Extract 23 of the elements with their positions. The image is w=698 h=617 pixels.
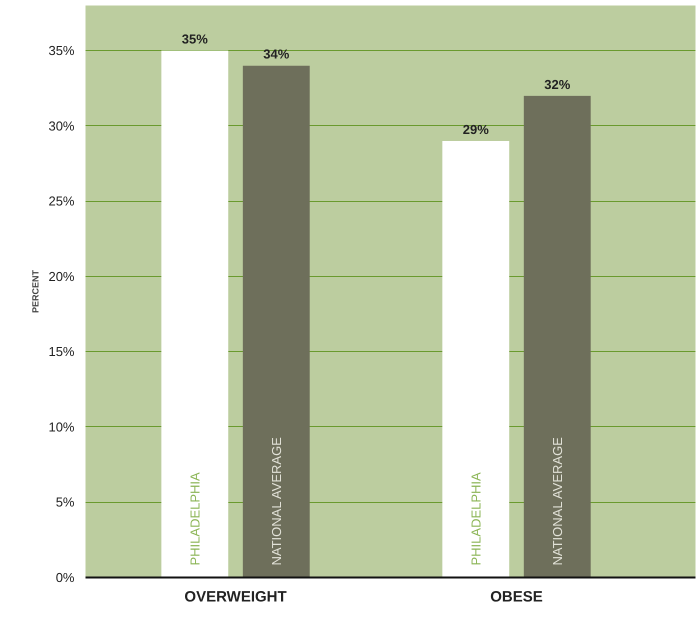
data-label: 35% — [182, 32, 208, 47]
y-tick-label: 5% — [56, 494, 75, 510]
y-tick-label: 0% — [56, 570, 75, 585]
data-label: 32% — [544, 76, 571, 92]
y-axis-title: PERCENT — [30, 269, 40, 313]
y-tick-label: 30% — [48, 118, 75, 134]
bar — [442, 140, 510, 578]
series-label: NATIONAL AVERAGE — [268, 436, 284, 566]
series-label: PHILADELPHIA — [187, 472, 202, 566]
y-tick-label: 35% — [48, 43, 75, 58]
bar — [242, 66, 310, 578]
y-tick-label: 10% — [48, 419, 75, 434]
x-tick-label: OVERWEIGHT — [184, 588, 287, 606]
bar — [524, 96, 591, 578]
y-tick-label: 20% — [48, 268, 75, 284]
x-tick-label: OBESE — [490, 588, 543, 606]
data-label: 29% — [462, 122, 490, 137]
y-tick-label: 25% — [48, 194, 75, 209]
text: PHILADELPHIA — [468, 472, 484, 566]
bar — [161, 50, 228, 578]
data-label: 34% — [263, 46, 290, 62]
text: NATIONAL AVERAGE — [550, 437, 565, 566]
y-tick-label: 15% — [48, 344, 75, 360]
